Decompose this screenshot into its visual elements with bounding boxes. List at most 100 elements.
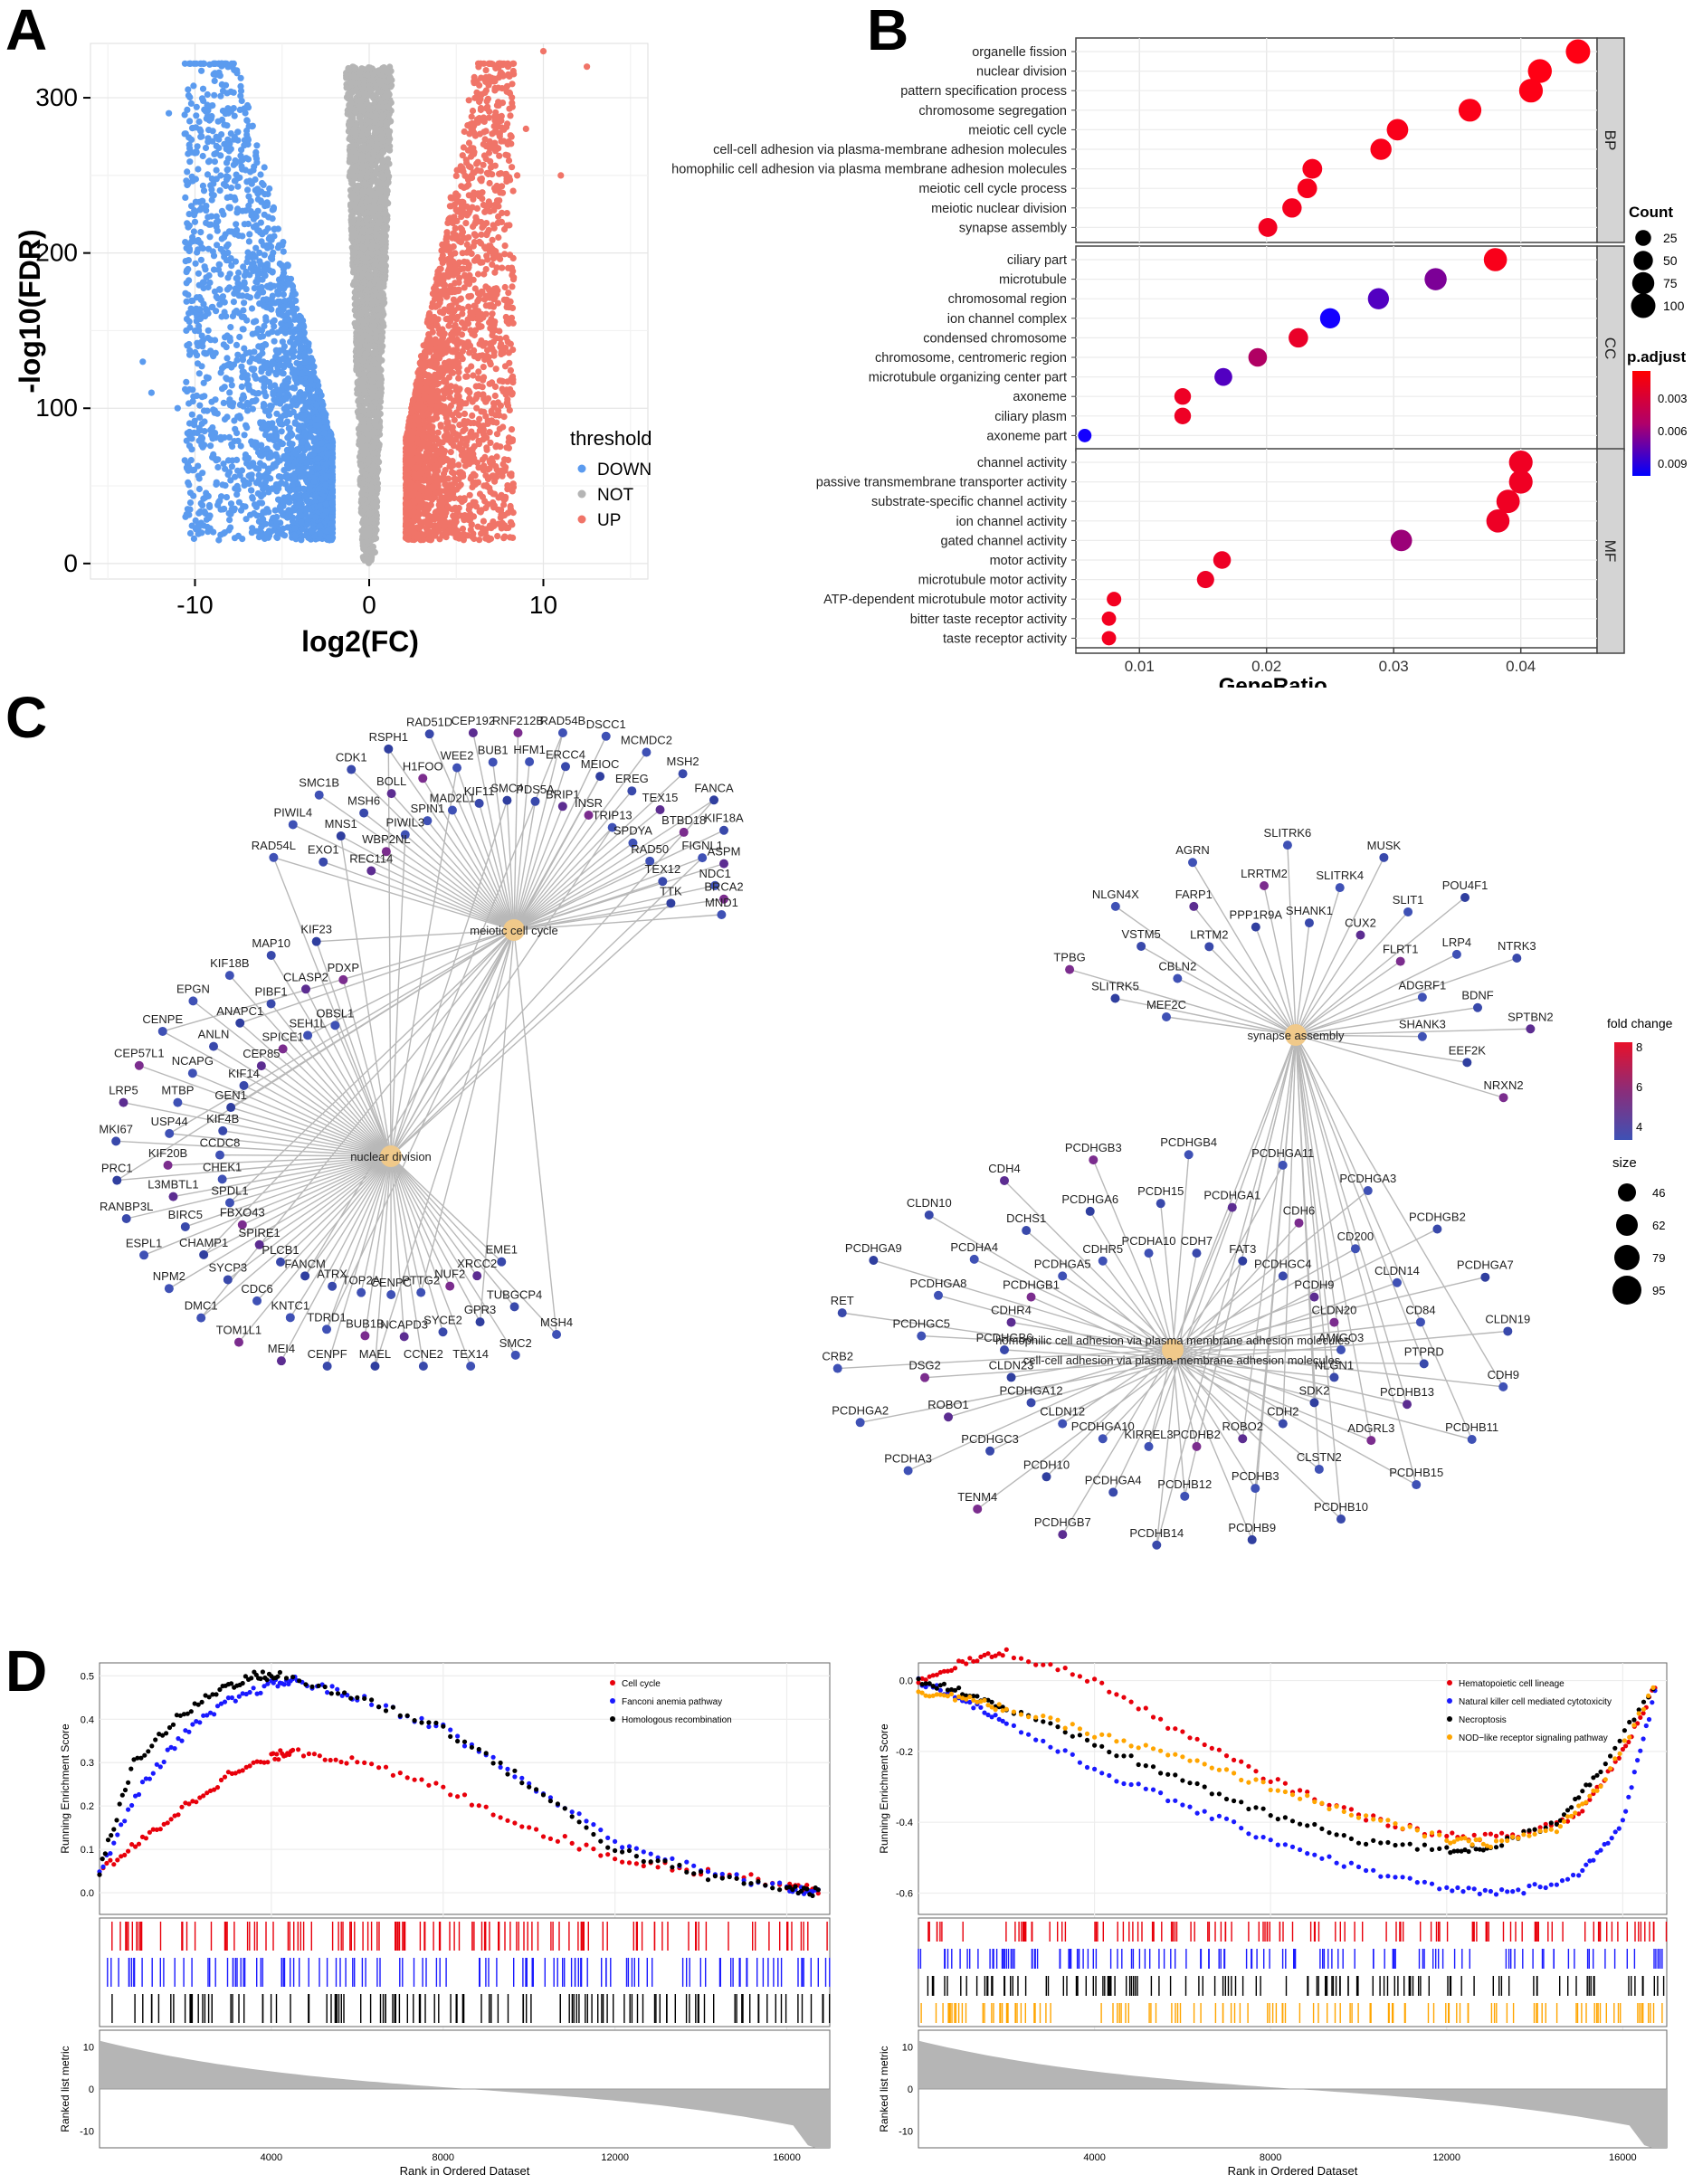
data-point bbox=[192, 526, 200, 533]
data-point bbox=[263, 261, 271, 268]
data-point bbox=[253, 512, 261, 519]
data-point bbox=[291, 525, 299, 532]
data-point bbox=[186, 351, 194, 358]
data-point bbox=[270, 391, 277, 398]
data-point bbox=[224, 413, 231, 421]
data-point bbox=[359, 125, 367, 132]
data-point bbox=[275, 496, 282, 503]
data-point bbox=[264, 244, 271, 252]
data-point bbox=[293, 379, 300, 386]
data-point bbox=[349, 128, 357, 136]
data-point bbox=[210, 180, 217, 187]
data-point bbox=[290, 507, 297, 514]
data-point bbox=[284, 514, 291, 521]
data-point bbox=[199, 152, 206, 160]
data-point bbox=[237, 82, 244, 90]
data-point bbox=[380, 283, 387, 290]
data-point bbox=[299, 370, 306, 377]
data-point bbox=[204, 307, 211, 314]
data-point bbox=[271, 514, 278, 521]
data-point bbox=[358, 442, 366, 450]
data-point bbox=[360, 416, 367, 424]
data-point bbox=[355, 220, 362, 227]
data-point bbox=[368, 92, 376, 100]
data-point bbox=[216, 261, 224, 268]
data-point bbox=[185, 277, 193, 284]
data-point bbox=[359, 376, 366, 384]
data-point bbox=[249, 405, 256, 413]
data-point bbox=[300, 397, 307, 404]
data-point bbox=[185, 86, 192, 93]
data-point bbox=[277, 368, 284, 375]
data-point bbox=[209, 453, 216, 461]
data-point bbox=[359, 318, 367, 326]
data-point bbox=[229, 403, 236, 410]
data-point bbox=[266, 378, 273, 386]
data-point bbox=[255, 465, 262, 473]
data-point bbox=[243, 424, 251, 432]
data-point bbox=[256, 300, 263, 308]
data-point bbox=[185, 428, 193, 436]
data-point bbox=[378, 343, 385, 350]
data-point bbox=[221, 253, 228, 261]
data-point bbox=[189, 398, 196, 405]
data-point bbox=[218, 131, 225, 138]
data-point bbox=[195, 485, 203, 493]
data-point bbox=[319, 512, 327, 520]
data-point bbox=[325, 534, 332, 541]
data-point bbox=[366, 327, 373, 334]
data-point bbox=[260, 490, 267, 498]
data-point bbox=[295, 501, 302, 508]
data-point bbox=[233, 308, 240, 315]
data-point bbox=[227, 324, 234, 331]
data-point bbox=[224, 375, 231, 383]
data-point bbox=[241, 280, 248, 287]
data-point bbox=[315, 465, 322, 472]
data-point bbox=[224, 194, 231, 201]
data-point bbox=[237, 152, 244, 159]
data-point bbox=[246, 349, 253, 356]
data-point bbox=[353, 357, 360, 365]
data-point bbox=[253, 142, 261, 149]
data-point bbox=[198, 67, 205, 74]
data-point bbox=[358, 497, 366, 504]
data-point bbox=[194, 352, 201, 359]
data-point bbox=[224, 355, 231, 362]
data-point bbox=[188, 136, 195, 143]
data-point bbox=[361, 91, 368, 99]
data-point bbox=[267, 475, 274, 482]
data-point bbox=[209, 424, 216, 432]
data-point bbox=[267, 367, 274, 375]
data-point bbox=[188, 148, 195, 156]
data-point bbox=[199, 182, 206, 189]
data-point bbox=[357, 113, 364, 120]
data-point bbox=[372, 438, 379, 445]
data-point bbox=[368, 377, 376, 385]
data-point bbox=[214, 118, 222, 125]
data-point bbox=[383, 119, 390, 127]
data-point bbox=[199, 470, 206, 477]
data-point bbox=[224, 471, 232, 479]
data-point bbox=[259, 349, 266, 357]
data-point bbox=[307, 432, 314, 440]
data-point bbox=[204, 112, 212, 119]
data-point bbox=[384, 169, 391, 176]
data-point bbox=[219, 506, 226, 513]
data-point bbox=[380, 224, 387, 232]
data-point bbox=[252, 375, 260, 382]
data-point bbox=[372, 129, 380, 137]
data-point bbox=[244, 104, 252, 111]
data-point bbox=[255, 518, 262, 526]
data-point bbox=[378, 261, 385, 268]
data-point bbox=[375, 361, 382, 368]
data-point bbox=[233, 456, 241, 463]
data-point bbox=[247, 197, 254, 204]
data-point bbox=[182, 130, 189, 138]
data-point bbox=[371, 298, 379, 305]
data-point bbox=[241, 299, 248, 307]
data-point bbox=[263, 202, 271, 209]
data-point bbox=[354, 390, 361, 397]
data-point bbox=[299, 526, 306, 533]
data-point bbox=[224, 155, 232, 162]
data-point bbox=[262, 507, 270, 514]
